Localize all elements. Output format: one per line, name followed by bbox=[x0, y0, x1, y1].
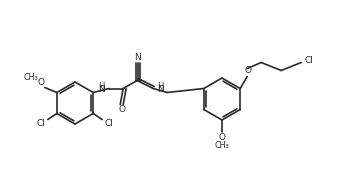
Text: CH₃: CH₃ bbox=[24, 73, 38, 82]
Text: N: N bbox=[98, 85, 105, 94]
Text: CH₃: CH₃ bbox=[214, 142, 229, 151]
Text: O: O bbox=[118, 105, 125, 114]
Text: O: O bbox=[245, 66, 252, 75]
Text: Cl: Cl bbox=[305, 56, 314, 65]
Text: O: O bbox=[219, 132, 225, 142]
Text: N: N bbox=[134, 53, 141, 62]
Text: H: H bbox=[157, 82, 163, 91]
Text: Cl: Cl bbox=[36, 119, 45, 128]
Text: Cl: Cl bbox=[105, 119, 114, 128]
Text: H: H bbox=[98, 82, 104, 91]
Text: O: O bbox=[37, 78, 44, 87]
Text: N: N bbox=[157, 85, 164, 94]
